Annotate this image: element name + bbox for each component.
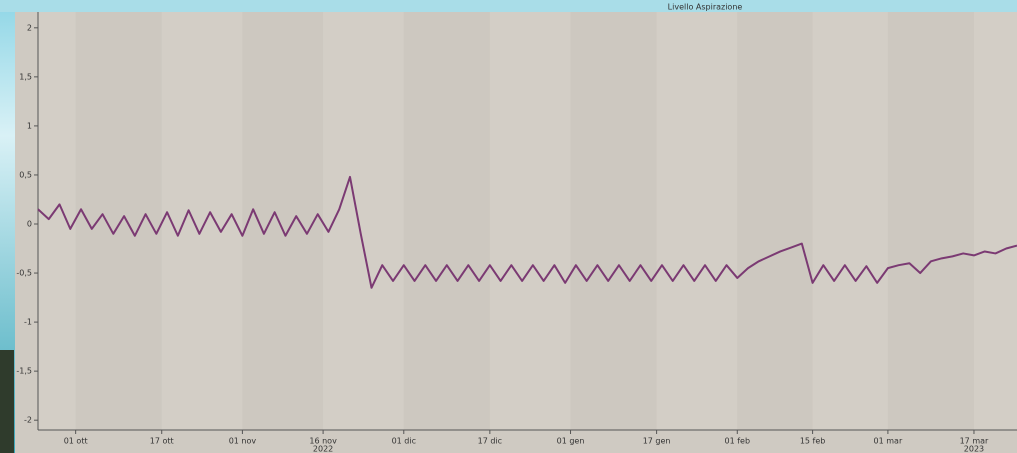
y-tick-label: 0,5 xyxy=(19,170,32,179)
x-tick-label: 17 dic xyxy=(478,437,502,446)
x-tick-label: 01 feb xyxy=(725,437,751,446)
band xyxy=(323,12,404,430)
band xyxy=(888,12,974,430)
band xyxy=(404,12,490,430)
side-decoration xyxy=(0,350,14,453)
band xyxy=(242,12,323,430)
x-tick-year: 2022 xyxy=(313,445,333,453)
x-tick-label: 15 feb xyxy=(800,437,826,446)
y-tick-label: 0 xyxy=(27,220,32,229)
band xyxy=(657,12,738,430)
band xyxy=(38,12,76,430)
x-tick-label: 01 nov xyxy=(229,437,257,446)
band xyxy=(571,12,657,430)
y-tick-label: -1,5 xyxy=(16,367,32,376)
y-tick-label: 1 xyxy=(27,121,32,130)
y-tick-label: -0,5 xyxy=(16,269,32,278)
x-tick-label: 01 ott xyxy=(64,437,88,446)
x-tick-label: 01 dic xyxy=(392,437,416,446)
chart: Livello Aspirazione 2 1,5 1 0,5 0 -0,5 -1 -1,5 -… xyxy=(0,0,1017,453)
top-strip xyxy=(0,0,1017,12)
x-tick-label: 01 gen xyxy=(557,437,585,446)
x-tick-label: 01 mar xyxy=(874,437,903,446)
band xyxy=(162,12,243,430)
y-tick-label: 1,5 xyxy=(19,72,32,81)
x-tick-year: 2023 xyxy=(964,445,984,453)
y-tick-label: -1 xyxy=(24,318,32,327)
y-tick-label: -2 xyxy=(24,416,32,425)
x-tick-label: 17 gen xyxy=(643,437,671,446)
band xyxy=(813,12,888,430)
band xyxy=(737,12,812,430)
y-tick-label: 2 xyxy=(27,23,32,32)
band xyxy=(490,12,571,430)
band xyxy=(974,12,1017,430)
chart-title: Livello Aspirazione xyxy=(668,3,743,12)
x-tick-label: 17 ott xyxy=(150,437,174,446)
